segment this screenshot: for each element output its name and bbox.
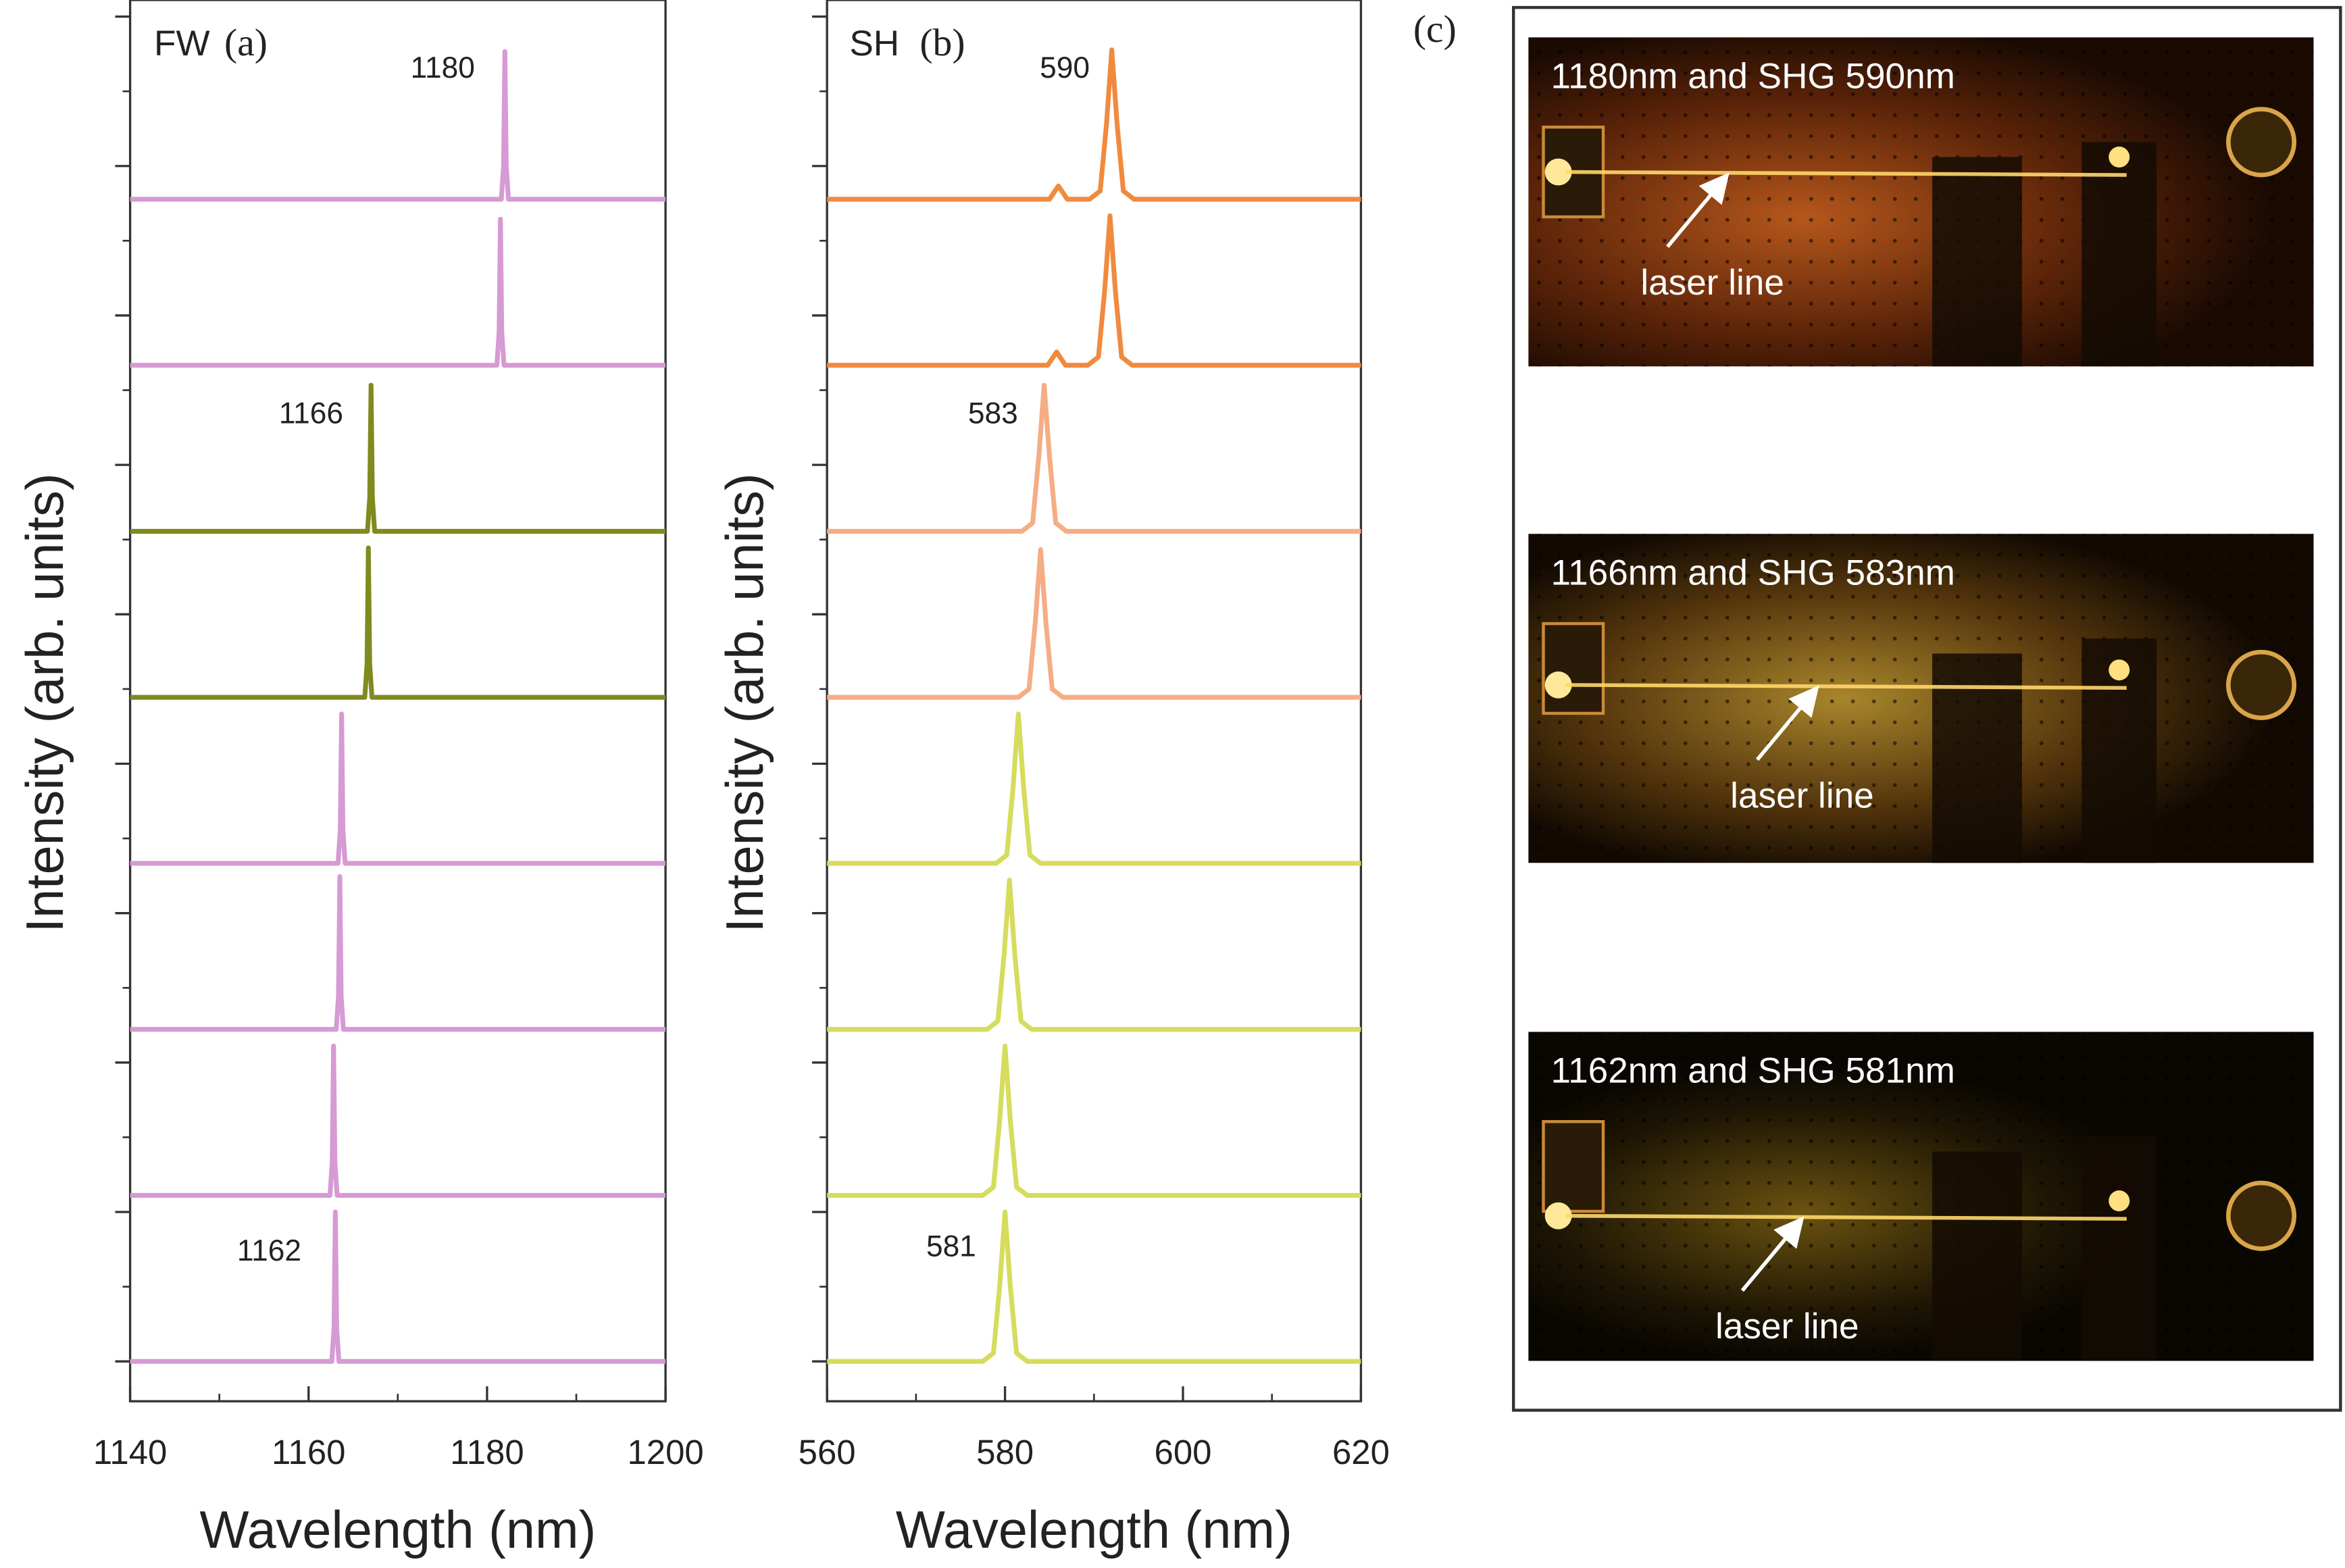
laser-source (1544, 1202, 1572, 1230)
x-tick-label: 600 (1155, 1433, 1212, 1471)
photo-annotation: laser line (1640, 263, 1784, 303)
peak-label: 1162 (237, 1234, 301, 1267)
panel-label: (c) (1413, 8, 1457, 51)
optic-stage (2082, 1136, 2157, 1361)
photo-caption: 1162nm and SHG 581nm (1551, 1051, 1955, 1091)
mirror-glow (2109, 146, 2130, 168)
photo-annotation: laser line (1730, 776, 1874, 815)
annotation-arrow (1740, 1216, 1805, 1292)
spectrum-line (827, 1043, 1361, 1198)
photo-panel: 1180nm and SHG 590nm laser line 1166nm and… (1528, 37, 2314, 1361)
laser-source (1544, 671, 1572, 699)
optic-stage (2082, 142, 2157, 367)
chart-panel: 560 580 600 620 Wavelength (nm) Intensity (ar… (716, 0, 1390, 1559)
y-axis-title: Intensity (arb. units) (16, 473, 74, 932)
spectrum-line (130, 874, 666, 1032)
panel-tag: FW (154, 24, 210, 64)
panel-label: (a) (224, 22, 268, 64)
spectrum-line (130, 1043, 666, 1198)
x-tick-label: 1200 (627, 1433, 703, 1471)
chart-panel: 1140 1160 1180 1200 Wavelength (nm) Intensity… (16, 0, 704, 1559)
spectrum-line (827, 382, 1361, 534)
optic-stage (1932, 157, 2022, 367)
lens (2226, 107, 2297, 178)
peak-label: 590 (1040, 51, 1090, 84)
optic-mount (1542, 622, 1605, 715)
laser-beam (1565, 1213, 2127, 1221)
spectrum-line (827, 213, 1361, 368)
spectrum-line (130, 49, 666, 202)
plot-frame (128, 0, 667, 1402)
optic-stage (1932, 1151, 2022, 1361)
x-tick-label: 1160 (272, 1433, 345, 1471)
photo-texture (1528, 37, 2314, 367)
peak-label: 1180 (411, 51, 475, 84)
mirror-glow (2109, 1190, 2130, 1212)
laser-source (1544, 158, 1572, 186)
annotation-arrow (1755, 685, 1819, 761)
x-axis-title: Wavelength (nm) (896, 1501, 1292, 1559)
mirror-glow (2109, 659, 2130, 681)
spectrum-line (827, 877, 1361, 1032)
photo-texture (1528, 1032, 2314, 1361)
spectrum-line (827, 711, 1361, 866)
photo-annotation: laser line (1715, 1307, 1859, 1346)
laser-beam (1565, 683, 2127, 690)
x-tick-label: 620 (1332, 1433, 1390, 1471)
photo-caption: 1180nm and SHG 590nm (1551, 57, 1955, 97)
panel-label: (b) (919, 22, 965, 64)
optic-mount (1542, 1120, 1605, 1213)
panel-tag: SH (849, 24, 899, 64)
spectrum-line (827, 547, 1361, 700)
annotation-arrow (1666, 172, 1730, 249)
y-axis-title: Intensity (arb. units) (716, 473, 774, 932)
spectrum-line (130, 1209, 666, 1364)
photo-caption: 1166nm and SHG 583nm (1551, 553, 1955, 593)
x-axis-title: Wavelength (nm) (199, 1501, 596, 1559)
x-tick-label: 1140 (93, 1433, 167, 1471)
laser-beam (1565, 170, 2127, 177)
peak-label: 581 (926, 1230, 976, 1263)
x-tick-label: 580 (976, 1433, 1034, 1471)
spectrum-line (827, 1209, 1361, 1364)
x-tick-label: 560 (799, 1433, 856, 1471)
photo-frame (1511, 5, 2342, 1412)
peak-label: 583 (968, 397, 1018, 430)
plot-frame (826, 0, 1363, 1402)
lens (2226, 1180, 2297, 1251)
peak-label: 1166 (279, 397, 343, 430)
spectrum-line (130, 545, 666, 700)
spectrum-line (827, 47, 1361, 202)
spectrum-line (130, 382, 666, 534)
x-tick-label: 1180 (450, 1433, 524, 1471)
spectrum-line (130, 711, 666, 866)
spectrum-line (130, 216, 666, 368)
lens (2226, 649, 2297, 720)
photo-texture (1528, 534, 2314, 863)
optic-stage (1932, 653, 2022, 863)
